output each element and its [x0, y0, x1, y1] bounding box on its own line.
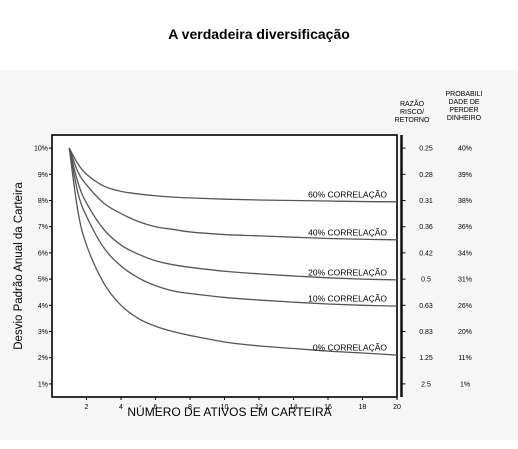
ratio-value: 0.28	[419, 172, 433, 179]
ratio-value: 0.25	[419, 146, 433, 153]
series-label-2: 20% CORRELAÇÃO	[308, 267, 387, 277]
probability-value: 36%	[458, 224, 472, 231]
ratio-value: 0.42	[419, 250, 433, 257]
y-tick-label: 3%	[38, 329, 48, 336]
ratio-header-line: RISCO/	[399, 109, 425, 116]
series-line-2	[68, 147, 398, 281]
y-axis-label: Desvio Padrão Anual da Carteira	[13, 182, 25, 350]
ratio-value: 0.31	[419, 198, 433, 205]
series-label-4: 0% CORRELAÇÃO	[313, 343, 388, 353]
ratio-value: 0.5	[421, 277, 431, 284]
y-tick-label: 1%	[38, 381, 48, 388]
probability-header-line: DINHEIRO	[446, 115, 482, 122]
series-label-0: 60% CORRELAÇÃO	[308, 189, 387, 199]
probability-value: 31%	[458, 277, 472, 284]
probability-value: 34%	[458, 250, 472, 257]
ratio-header-line: RETORNO	[394, 117, 430, 124]
x-axis-label: NÚMERO DE ATIVOS EM CARTEIRA	[127, 404, 331, 419]
y-tick-label: 9%	[38, 172, 48, 179]
x-tick-label: 10	[221, 404, 229, 411]
y-tick-label: 6%	[38, 250, 48, 257]
y-tick-label: 7%	[38, 224, 48, 231]
series-line-4	[68, 148, 398, 356]
y-tick-label: 4%	[38, 303, 48, 310]
probability-header-line: PROBABILI	[445, 91, 483, 98]
probability-value: 40%	[458, 146, 472, 153]
x-tick-label: 16	[324, 404, 332, 411]
probability-header-line: DADE DE	[448, 99, 480, 106]
ratio-column-header: RAZÃO RISCO/RETORNO	[390, 101, 434, 125]
plot-frame	[51, 134, 398, 398]
x-tick-label: 6	[154, 404, 158, 411]
x-tick-label: 2	[85, 404, 89, 411]
ratio-value: 1.25	[419, 355, 433, 362]
series-label-1: 40% CORRELAÇÃO	[308, 227, 387, 237]
ratio-value: 0.63	[419, 303, 433, 310]
x-tick-label: 14	[290, 404, 298, 411]
series-label-3: 10% CORRELAÇÃO	[308, 294, 387, 304]
probability-header-line: PERDER	[449, 107, 479, 114]
probability-value: 1%	[460, 381, 470, 388]
ratio-value: 2.5	[421, 381, 431, 388]
series-line-1	[68, 147, 398, 241]
probability-column-header: PROBABILI DADE DE PERDER DINHEIRO	[438, 91, 490, 123]
probability-value: 20%	[458, 329, 472, 336]
x-tick-label: 4	[119, 404, 123, 411]
probability-value: 26%	[458, 303, 472, 310]
ratio-header-line: RAZÃO	[399, 101, 425, 108]
x-tick-label: 18	[359, 404, 367, 411]
ratio-value: 0.83	[419, 329, 433, 336]
line-chart: 1% 2% 3% 4% 5% 6% 7% 8% 9% 10% 2 4 6 8 10 12 14 16 18 20 NÚM…	[13, 134, 472, 419]
x-tick-label: 20	[393, 404, 401, 411]
x-tick-label: 8	[188, 404, 192, 411]
series-line-3	[68, 147, 398, 307]
chart-title: A verdadeira diversificação	[168, 26, 350, 42]
y-tick-label: 2%	[38, 355, 48, 362]
x-tick-label: 12	[255, 404, 263, 411]
y-tick-label: 5%	[38, 277, 48, 284]
y-tick-label: 8%	[38, 198, 48, 205]
chart-figure: RAZÃO RISCO/RETORNO PROBABILI DADE DE PERDE…	[0, 70, 518, 440]
probability-value: 38%	[458, 198, 472, 205]
probability-value: 39%	[458, 172, 472, 179]
ratio-value: 0.36	[419, 224, 433, 231]
series-line-0	[68, 147, 398, 203]
y-tick-label: 10%	[34, 146, 48, 153]
probability-value: 11%	[458, 355, 472, 362]
